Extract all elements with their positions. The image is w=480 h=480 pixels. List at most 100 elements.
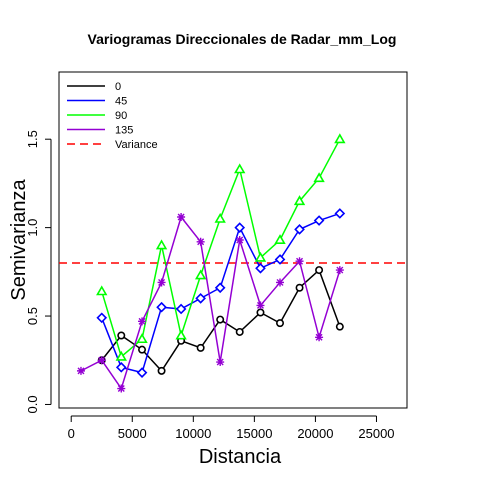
data-point — [138, 345, 147, 354]
data-point — [195, 293, 206, 304]
data-point — [76, 366, 85, 375]
data-point — [276, 278, 285, 287]
star-marker — [196, 237, 205, 246]
legend-label: 90 — [115, 110, 127, 122]
data-point — [276, 319, 285, 328]
x-tick-label: 10000 — [175, 426, 211, 441]
x-tick-label: 5000 — [118, 426, 147, 441]
star-marker — [138, 317, 147, 326]
x-tick-label: 15000 — [236, 426, 272, 441]
data-point — [295, 257, 304, 266]
y-tick-label: 0.0 — [25, 395, 40, 413]
legend-entry: 135 — [67, 125, 133, 137]
data-point — [214, 212, 226, 223]
data-point — [117, 331, 126, 340]
data-point — [334, 208, 346, 219]
star-marker — [335, 266, 344, 275]
data-point — [196, 237, 205, 246]
y-tick-label: 1.5 — [25, 130, 40, 148]
data-point — [157, 366, 166, 375]
y-tick-label: 1.0 — [25, 219, 40, 237]
data-point — [295, 283, 304, 292]
data-point — [234, 163, 246, 174]
y-tick-label: 0.5 — [25, 307, 40, 325]
star-marker — [276, 278, 285, 287]
data-point — [214, 282, 226, 294]
star-marker — [235, 236, 244, 244]
data-point — [255, 262, 266, 274]
legend: 0 45 90 135 Variance — [67, 81, 158, 151]
data-point — [235, 327, 244, 336]
series-line — [101, 138, 341, 359]
series-line — [101, 212, 341, 374]
data-point — [216, 358, 225, 367]
y-axis: 0.0 0.5 1.0 1.5 — [25, 130, 52, 414]
y-axis-title: Semivarianza — [8, 179, 30, 301]
series-135 — [76, 213, 344, 393]
legend-label: 0 — [115, 81, 121, 93]
chart-title: Variogramas Direccionales de Radar_mm_Lo… — [88, 31, 397, 47]
x-axis-title: Distancia — [199, 446, 282, 468]
data-point — [194, 269, 207, 280]
series-90 — [96, 133, 346, 361]
legend-entry: Variance — [67, 139, 158, 151]
star-marker — [295, 257, 304, 266]
data-point — [235, 236, 244, 244]
series-45 — [96, 208, 346, 378]
data-point — [138, 317, 147, 326]
legend-entry: 45 — [67, 96, 127, 108]
data-point — [115, 361, 127, 373]
data-point — [115, 350, 127, 361]
star-marker — [256, 301, 265, 310]
x-axis: 0 5000 10000 15000 20000 25000 — [68, 415, 395, 441]
data-point — [234, 222, 246, 233]
data-point — [274, 234, 286, 245]
legend-label: Variance — [115, 139, 158, 151]
data-point — [313, 215, 325, 226]
data-point — [293, 195, 306, 206]
star-marker — [76, 366, 85, 375]
data-point — [216, 315, 225, 324]
data-point — [136, 367, 148, 378]
data-point — [334, 133, 346, 144]
data-point — [117, 384, 126, 393]
series-line — [80, 215, 341, 391]
data-point — [196, 343, 205, 352]
star-marker — [157, 278, 166, 287]
data-point — [157, 278, 166, 287]
data-point — [254, 251, 267, 262]
data-point — [256, 301, 265, 310]
data-point — [313, 172, 325, 183]
x-tick-label: 25000 — [358, 426, 394, 441]
plot-frame — [58, 71, 408, 409]
data-point — [175, 303, 187, 315]
star-marker — [216, 358, 225, 367]
plot-area — [59, 133, 407, 393]
data-point — [156, 301, 167, 313]
data-point — [177, 213, 186, 222]
data-point — [274, 254, 286, 265]
legend-label: 45 — [115, 96, 127, 108]
data-point — [96, 312, 108, 324]
x-tick-label: 0 — [68, 426, 75, 441]
data-point — [256, 308, 265, 317]
data-point — [175, 329, 187, 340]
legend-entry: 0 — [67, 81, 121, 93]
x-tick-label: 20000 — [297, 426, 333, 441]
star-marker — [117, 384, 126, 393]
data-point — [96, 285, 108, 296]
data-point — [294, 224, 305, 235]
data-point — [315, 333, 324, 342]
star-marker — [177, 213, 186, 222]
legend-label: 135 — [115, 125, 133, 137]
data-point — [335, 266, 344, 275]
legend-entry: 90 — [67, 110, 127, 122]
data-point — [315, 266, 324, 275]
star-marker — [97, 356, 106, 365]
data-point — [335, 322, 344, 331]
data-point — [136, 333, 148, 344]
star-marker — [315, 333, 324, 342]
data-point — [155, 239, 168, 250]
data-point — [97, 356, 106, 365]
